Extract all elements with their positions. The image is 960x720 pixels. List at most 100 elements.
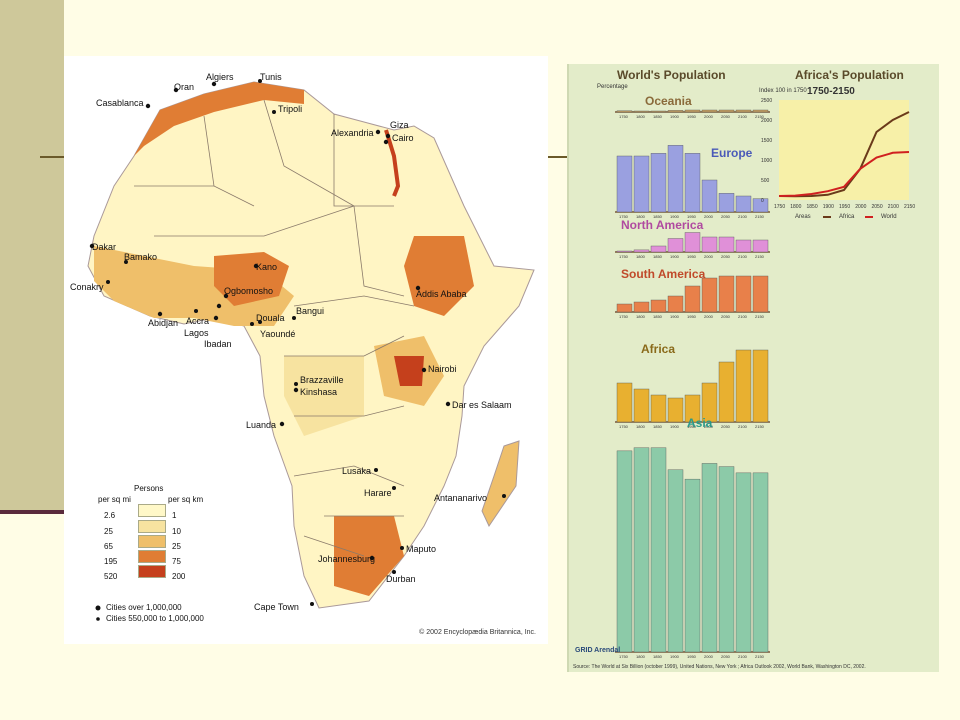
city-label: Tripoli <box>278 104 303 114</box>
city-label: Lusaka <box>342 466 372 476</box>
city-label: Kinshasa <box>300 387 338 397</box>
year-tick-label: 1750 <box>619 314 629 319</box>
line-chart-plot-area <box>779 100 909 200</box>
bar-europe-2000 <box>701 179 718 213</box>
year-tick-label: 1950 <box>687 114 697 119</box>
bar-north-america-2000 <box>701 236 718 253</box>
grid-arendal-logo: GRID Arendal <box>575 647 621 654</box>
year-tick-label: 1750 <box>619 654 629 659</box>
bar-south-america-1750 <box>616 303 633 313</box>
x-tick-label: 1900 <box>823 204 834 210</box>
legend-swatch <box>138 565 166 578</box>
bar-oceania-2100 <box>735 109 752 113</box>
city-label: Addis Ababa <box>416 289 467 299</box>
legend-mi-value: 520 <box>104 572 118 581</box>
y-tick-label: 2500 <box>761 98 772 104</box>
legend-swatch <box>138 550 166 563</box>
bar-oceania-2050 <box>718 109 735 113</box>
city-label: Yaoundé <box>260 329 296 339</box>
chart-source: Source: The World at Six Billion (octobe… <box>573 664 866 670</box>
legend-swatch <box>138 504 166 517</box>
city-label: Giza <box>390 120 409 130</box>
bar-europe-1750 <box>616 155 633 213</box>
legend-km-value: 25 <box>172 542 181 551</box>
percentage-axis-label: Percentage <box>597 84 628 90</box>
year-tick-label: 1900 <box>670 214 680 219</box>
legend-cities-large: Cities over 1,000,000 <box>106 603 182 612</box>
africa-density-map: Algiers Tunis Oran Casablanca Tripoli Al… <box>64 56 548 644</box>
bar-south-america-1900 <box>667 295 684 313</box>
south-africa-density <box>334 516 404 596</box>
bar-oceania-1950 <box>684 109 701 113</box>
legend-col-km: per sq km <box>168 495 204 504</box>
legend-km-value: 75 <box>172 557 181 566</box>
y-tick-label: 1500 <box>761 138 772 144</box>
region-label-south-america: South America <box>621 267 706 281</box>
bar-north-america-2100 <box>735 239 752 253</box>
bar-oceania-2150 <box>752 109 769 113</box>
year-tick-label: 2100 <box>738 654 748 659</box>
madagascar <box>481 440 520 528</box>
year-tick-label: 1800 <box>636 314 646 319</box>
year-tick-label: 2100 <box>738 214 748 219</box>
legend-swatch <box>138 535 166 548</box>
bar-europe-2050 <box>718 193 735 213</box>
bar-south-america-2100 <box>735 275 752 313</box>
bar-asia-1950 <box>684 478 701 653</box>
city-label: Bamako <box>124 252 158 262</box>
y-tick-label: 500 <box>761 178 770 184</box>
region-label-africa: Africa <box>641 342 676 356</box>
bar-oceania-1750 <box>616 110 633 113</box>
city-label: Bangui <box>296 306 325 316</box>
city-label: Douala <box>256 313 285 323</box>
bar-asia-2000 <box>701 463 718 653</box>
legend-title: Persons <box>134 484 164 493</box>
bar-africa-2150 <box>752 349 769 423</box>
series-line-world <box>778 151 910 197</box>
year-tick-label: 1750 <box>619 114 629 119</box>
city-label: Harare <box>364 488 392 498</box>
bar-south-america-1850 <box>650 299 667 313</box>
year-tick-label: 2000 <box>704 214 714 219</box>
city-markers <box>89 79 506 606</box>
city-label: Dar es Salaam <box>452 400 512 410</box>
legend-km-value: 1 <box>172 511 177 520</box>
bar-asia-2100 <box>735 472 752 653</box>
legend-mi-value: 2.6 <box>104 511 116 520</box>
city-label: Abidjan <box>148 318 179 328</box>
city-label: Cape Town <box>254 602 299 612</box>
bar-asia-1750 <box>616 450 633 653</box>
bar-oceania-1900 <box>667 110 684 113</box>
bar-oceania-1800 <box>633 110 650 113</box>
year-tick-label: 1900 <box>670 314 680 319</box>
year-tick-label: 1850 <box>653 254 663 259</box>
year-tick-label: 1950 <box>687 654 697 659</box>
bar-north-america-1750 <box>616 250 633 253</box>
city-label: Casablanca <box>96 98 144 108</box>
city-label: Luanda <box>246 420 277 430</box>
city-label: Nairobi <box>428 364 457 374</box>
title-rule-left <box>40 156 66 158</box>
bar-europe-1850 <box>650 153 667 213</box>
year-tick-label: 2150 <box>755 214 765 219</box>
year-tick-label: 1800 <box>636 214 646 219</box>
bar-north-america-1850 <box>650 245 667 253</box>
city-label: Accra <box>186 316 210 326</box>
bar-south-america-2150 <box>752 275 769 313</box>
line-legend-areas: Areas <box>795 214 811 220</box>
sidebar-divider <box>0 510 70 514</box>
world-regions-bar-charts: 1750 1800 1850 1900 1950 2000 2050 2100 2150 1750… <box>615 109 770 659</box>
year-tick-label: 1900 <box>670 254 680 259</box>
x-tick-label: 1750 <box>774 204 785 210</box>
bar-north-america-2150 <box>752 239 769 253</box>
line-legend-world: World <box>881 214 897 220</box>
bar-north-america-1800 <box>633 249 650 253</box>
year-tick-label: 1750 <box>619 424 629 429</box>
y-tick-label: 0 <box>761 198 764 204</box>
x-tick-label: 1850 <box>807 204 818 210</box>
legend-mi-value: 195 <box>104 557 118 566</box>
bar-south-america-2050 <box>718 275 735 313</box>
legend-city-medium-marker <box>96 617 100 621</box>
year-tick-label: 2100 <box>738 254 748 259</box>
city-label: Ibadan <box>204 339 232 349</box>
